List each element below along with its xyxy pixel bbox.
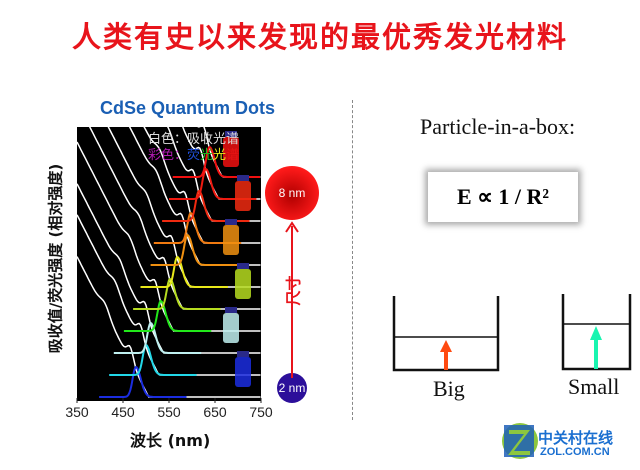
vial-cap (225, 219, 237, 225)
legend-absorption: 白色：吸收光谱 (148, 132, 240, 147)
absorption-curve (107, 127, 261, 288)
x-axis (76, 398, 262, 403)
vial-cap (237, 351, 249, 357)
legend-emission-char: 光 (200, 148, 214, 163)
big-label: Big (433, 376, 465, 401)
emission-peak (123, 299, 212, 332)
size-label: 尺寸 (284, 275, 303, 306)
x-tick-label: 450 (111, 404, 135, 420)
divider (352, 100, 353, 420)
box-diagrams (392, 294, 632, 372)
size-small-label: 2 nm (278, 381, 306, 395)
watermark-zh: 中关村在线 (538, 429, 614, 447)
quantum-dot-vial (235, 181, 251, 211)
quantum-dot-vial (223, 137, 239, 167)
legend-emission-char: 光 (213, 148, 227, 163)
quantum-dot-vial (235, 269, 251, 299)
emission-peak (109, 343, 197, 376)
vial-cap (237, 175, 249, 181)
size-2nm-circle: 2 nm (277, 373, 307, 403)
watermark-en: ZOL.COM.CN (540, 446, 610, 458)
emission-peak (133, 277, 221, 310)
x-axis-label: 波长 (nm) (130, 431, 211, 450)
energy-formula: E ∝ 1 / R² (428, 172, 578, 222)
zol-logo-icon (502, 423, 538, 459)
legend-emission: 彩色：荧光光谱 (148, 144, 239, 163)
size-arrow-icon (285, 221, 299, 378)
emission-peak (150, 233, 238, 266)
x-tick-label: 750 (249, 404, 273, 420)
vial-cap (225, 131, 237, 137)
quantum-dot-vial (223, 313, 239, 343)
x-tick-label: 650 (203, 404, 227, 420)
x-tick-label: 550 (157, 404, 181, 420)
figure-title: CdSe Quantum Dots (100, 98, 276, 118)
legend-emission-prefix: 彩色： (148, 148, 188, 163)
emission-peak (113, 321, 202, 354)
spectra-plot (77, 127, 261, 401)
size-8nm-circle: 8 nm (265, 166, 319, 220)
quantum-dot-vial (223, 225, 239, 255)
emission-peak (140, 255, 228, 288)
small-label: Small (568, 374, 620, 399)
x-tick-label: 350 (65, 404, 89, 420)
particle-in-a-box-heading: Particle-in-a-box: (420, 114, 576, 139)
slide-title: 人类有史以来发现的最优秀发光材料 (71, 20, 568, 54)
emission-peak (99, 365, 187, 398)
vial-cap (225, 307, 237, 313)
legend-emission-char: 荧 (187, 148, 201, 163)
quantum-dot-vial (235, 357, 251, 387)
legend-emission-char: 谱 (226, 148, 240, 163)
size-large-label: 8 nm (278, 186, 306, 200)
big-box (392, 296, 500, 372)
small-box (561, 294, 632, 371)
vial-cap (237, 263, 249, 269)
y-axis-label: 吸收值/荧光强度 (相对强度) (46, 163, 65, 354)
